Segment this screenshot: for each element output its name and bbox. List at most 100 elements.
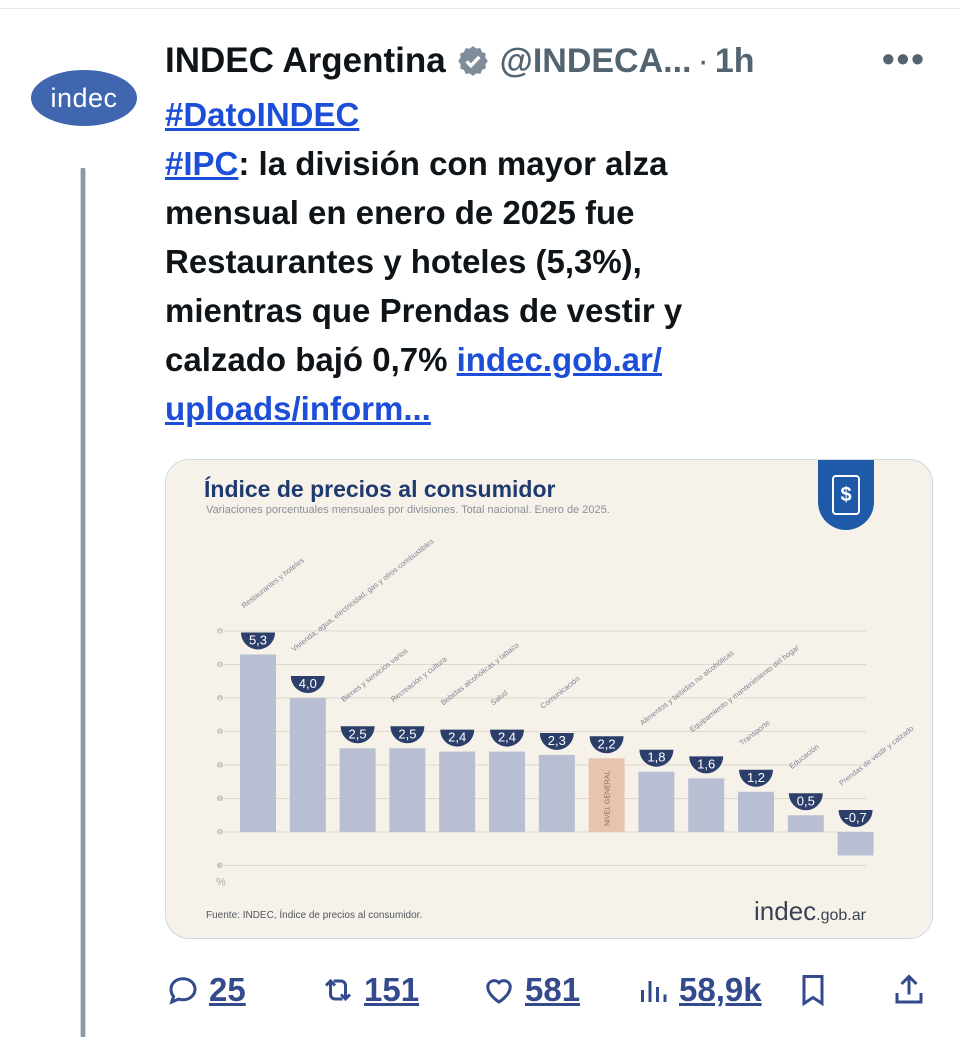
text-line-2: : la división con mayor alza xyxy=(238,145,668,182)
handle[interactable]: @INDECA... xyxy=(499,41,692,80)
bar xyxy=(240,654,276,832)
avatar[interactable]: indec xyxy=(31,70,137,126)
avatar-text: indec xyxy=(50,82,118,113)
tick-marker xyxy=(217,695,223,701)
repost-count: 151 xyxy=(364,971,420,1008)
value-bubble xyxy=(290,676,325,693)
value-bubble xyxy=(689,756,724,774)
y-axis-label: % xyxy=(216,877,226,889)
reply-button[interactable]: 25 xyxy=(165,965,246,1015)
heart-icon xyxy=(486,979,512,1004)
category-label: Comunicación xyxy=(538,674,581,710)
top-divider xyxy=(0,8,960,9)
value-bubble xyxy=(838,810,873,827)
hashtag-ipc[interactable]: #IPC xyxy=(165,145,239,182)
data-label: 0,5 xyxy=(797,793,815,808)
y-tick-label: 4 xyxy=(218,697,222,703)
data-label: 2,4 xyxy=(448,730,466,745)
tick-marker xyxy=(217,728,223,735)
value-bubble xyxy=(490,729,524,747)
views-count: 58,9k xyxy=(679,971,762,1008)
timestamp[interactable]: 1h xyxy=(714,41,755,80)
category-label: NIVEL GENERAL xyxy=(605,771,612,826)
brand-logo: indec.gob.ar xyxy=(754,896,866,927)
repost-button[interactable]: 151 xyxy=(320,965,419,1015)
y-tick-label: 6 xyxy=(218,630,222,636)
link-url-part1[interactable]: indec.gob.ar/ xyxy=(456,341,662,378)
bookmark-button[interactable] xyxy=(795,965,831,1015)
chart-subtitle: Variaciones porcentuales mensuales por d… xyxy=(206,504,610,516)
repost-icon xyxy=(324,978,352,1002)
text-line-5: mientras que Prendas de vestir y xyxy=(165,292,683,329)
value-bubble xyxy=(539,732,574,750)
value-bubble xyxy=(788,793,823,811)
tick-marker xyxy=(217,829,223,835)
category-label: Salud xyxy=(489,688,510,707)
category-label: Equipamiento y mantenimiento del hogar xyxy=(688,643,801,734)
brand-suffix: .gob.ar xyxy=(816,907,866,924)
value-bubble xyxy=(440,729,475,747)
bar xyxy=(738,791,774,832)
bar xyxy=(638,771,675,832)
bar xyxy=(489,751,525,832)
display-name[interactable]: INDEC Argentina xyxy=(165,41,446,80)
text-line-4: Restaurantes y hoteles (5,3%), xyxy=(165,243,642,280)
y-tick-label: 0 xyxy=(218,831,222,837)
ipc-bar-chart: 6 5 4 3 2 1 0 -1% 5,3 Restaurantes y hoteles 4,0 Vi… xyxy=(216,537,915,889)
category-label: Transporte xyxy=(738,718,772,747)
chart-source: Fuente: INDEC, Índice de precios al cons… xyxy=(206,910,423,921)
text-line-6: calzado bajó 0,7% xyxy=(165,341,457,378)
data-label: 1,6 xyxy=(697,756,715,771)
bar xyxy=(389,748,426,832)
bar xyxy=(837,832,874,856)
data-label: 2,5 xyxy=(349,726,367,741)
verified-icon xyxy=(457,46,488,76)
bar xyxy=(538,754,575,832)
reply-icon xyxy=(169,977,197,1005)
category-label: Alimentos y bebidas no alcohólicas xyxy=(638,648,736,727)
y-tick-label: 2 xyxy=(218,764,222,770)
thread-line xyxy=(80,168,86,1037)
link-url-part2[interactable]: uploads/inform... xyxy=(165,390,431,427)
tick-marker xyxy=(217,762,223,768)
like-button[interactable]: 581 xyxy=(481,965,580,1015)
views-button[interactable]: 58,9k xyxy=(635,965,762,1015)
data-label: 1,2 xyxy=(747,770,765,785)
bar xyxy=(289,698,326,832)
tweet-header: INDEC Argentina @INDECA... · 1h xyxy=(165,36,755,86)
data-label: 5,3 xyxy=(249,632,267,647)
like-count: 581 xyxy=(525,971,581,1008)
separator: · xyxy=(697,41,709,80)
more-options-button[interactable]: ••• xyxy=(882,38,926,79)
tweet-text: #DatoINDEC #IPC: la división con mayor a… xyxy=(165,90,815,433)
bar xyxy=(588,758,625,832)
tick-marker xyxy=(217,661,223,668)
tick-marker xyxy=(217,628,223,634)
share-icon xyxy=(895,974,923,1004)
data-label: 2,2 xyxy=(598,736,616,751)
bar xyxy=(339,748,376,832)
brand-main: indec xyxy=(754,896,817,926)
price-badge-icon: $ xyxy=(818,460,874,530)
bookmark-icon xyxy=(802,975,824,1007)
data-label: -0,7 xyxy=(844,810,866,825)
hashtag-datoindec[interactable]: #DatoINDEC xyxy=(165,96,360,133)
value-bubble xyxy=(739,769,773,787)
bar xyxy=(787,815,824,832)
value-bubble xyxy=(390,726,425,744)
text-line-3: mensual en enero de 2025 fue xyxy=(165,194,635,231)
reply-count: 25 xyxy=(209,971,246,1008)
data-label: 1,8 xyxy=(647,750,665,765)
bar xyxy=(439,751,476,832)
views-chart-icon xyxy=(641,981,667,1002)
tick-marker xyxy=(217,862,223,869)
media-image[interactable]: 6 5 4 3 2 1 0 -1% 5,3 Restaurantes y hoteles 4,0 Vi… xyxy=(165,459,933,939)
category-label: Restaurantes y hoteles xyxy=(240,556,306,610)
chart-title: Índice de precios al consumidor xyxy=(204,476,556,502)
tick-marker xyxy=(217,795,223,802)
share-button[interactable] xyxy=(891,965,927,1015)
data-label: 4,0 xyxy=(299,676,317,691)
data-label: 2,4 xyxy=(498,730,516,745)
y-tick-label: 5 xyxy=(218,664,222,670)
category-label: Educación xyxy=(787,742,820,771)
